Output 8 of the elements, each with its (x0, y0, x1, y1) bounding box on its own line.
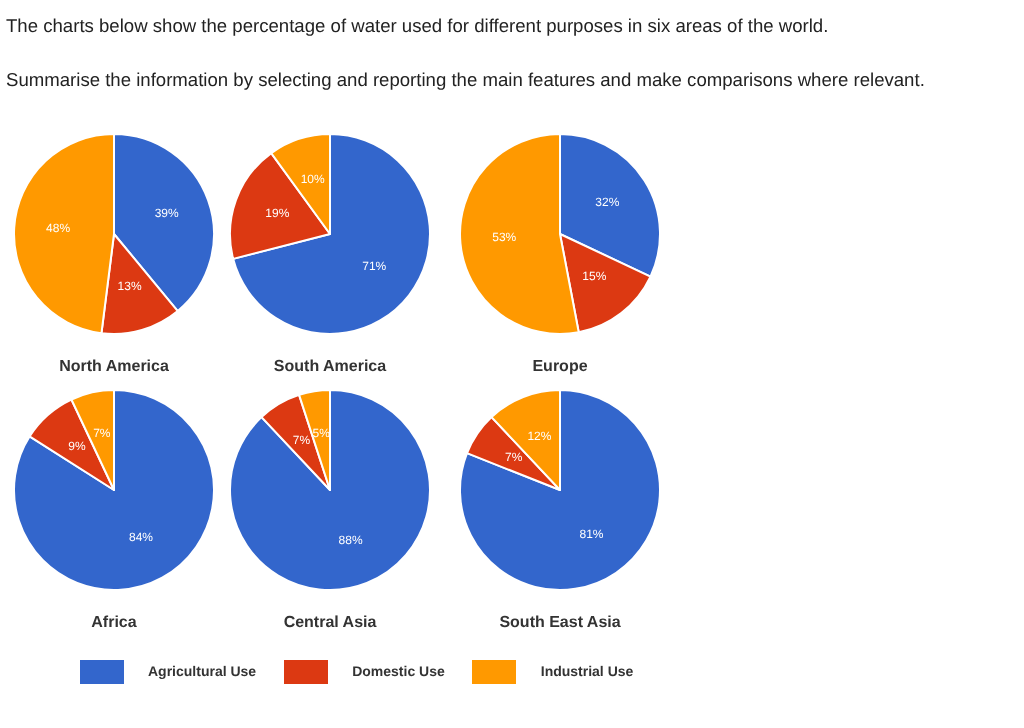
text: Central Asia (283, 613, 378, 631)
text: South East Asia (499, 613, 622, 631)
text: Europe (532, 357, 589, 375)
text: Summarise the information by selecting and reporting the main features and make comparisons where relevant. (6, 70, 925, 90)
text: Africa (91, 613, 138, 631)
text: South America (273, 357, 388, 375)
text: The charts below show the percentage of water used for different purposes in six areas of the world. (6, 16, 829, 36)
text: North America (59, 357, 170, 375)
